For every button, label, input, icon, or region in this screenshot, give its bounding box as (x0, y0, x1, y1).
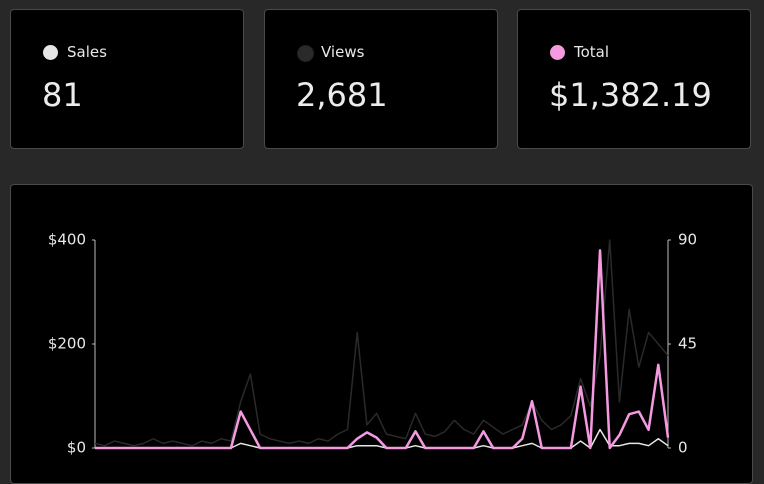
legend-dot (43, 45, 58, 60)
legend-dot (297, 45, 314, 62)
y-tick-label: $400 (48, 231, 86, 249)
legend-dot (550, 45, 565, 60)
chart-card (10, 184, 753, 484)
stat-card: Sales 81 (10, 9, 244, 149)
legend-label: Sales (67, 43, 107, 61)
stat-value: $1,382.19 (549, 76, 712, 114)
stat-card: Views 2,681 (264, 9, 498, 149)
stat-card: Total $1,382.19 (517, 9, 751, 149)
legend-label: Views (321, 43, 365, 61)
y-tick-label: $0 (67, 439, 86, 457)
chart: $0 $200 $400 0 45 90 (48, 231, 697, 457)
page: {"cards": [{"value": "81"}, {"value": "2… (10, 9, 753, 484)
legend-label: Total (574, 43, 610, 61)
stat-value: 2,681 (296, 76, 388, 114)
y2-tick-label: 45 (678, 335, 697, 353)
y2-tick-label: 0 (678, 439, 688, 457)
y-tick-label: $200 (48, 335, 86, 353)
y2-tick-label: 90 (678, 231, 697, 249)
series-line (95, 428, 669, 449)
stat-value: 81 (42, 76, 83, 114)
series-line (95, 249, 670, 450)
series-line (94, 239, 669, 447)
